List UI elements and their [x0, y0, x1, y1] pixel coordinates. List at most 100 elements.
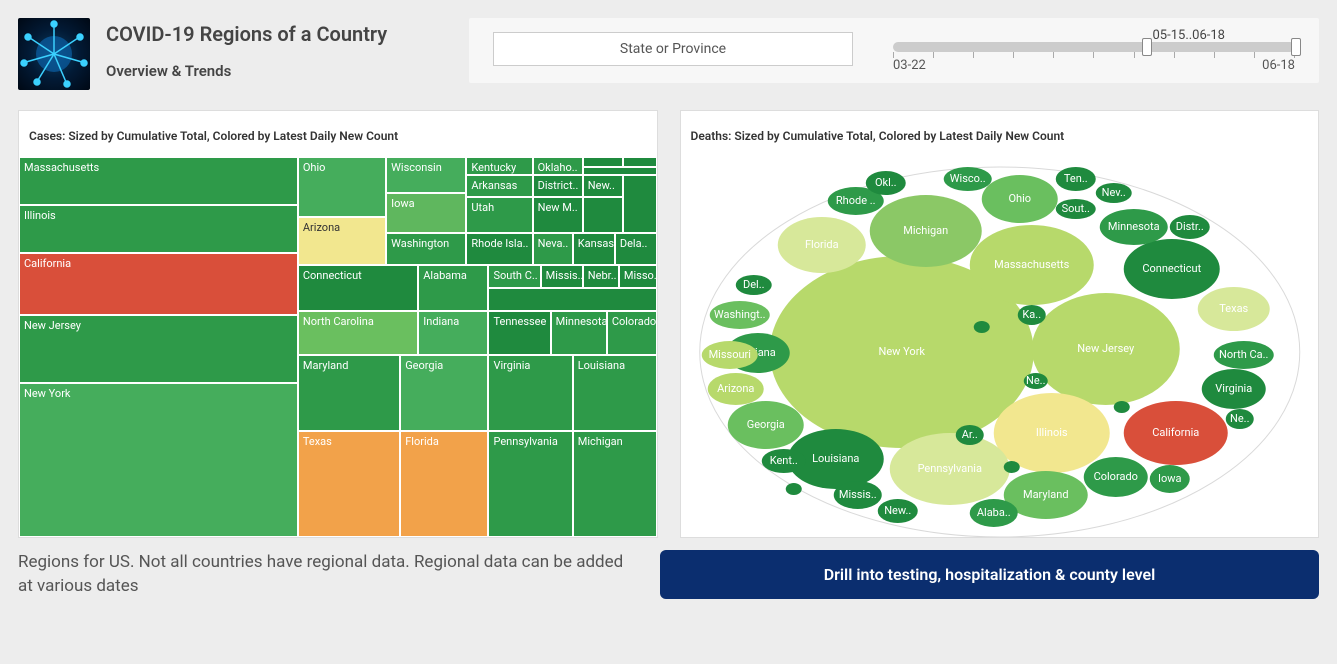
bubble[interactable]: New..: [877, 499, 917, 523]
treemap-cell[interactable]: New York: [19, 383, 298, 537]
date-slider[interactable]: 05-15..06-18 03-22 06-18: [893, 32, 1295, 73]
bubble[interactable]: Minnesota: [1099, 209, 1167, 245]
header-bar: COVID-19 Regions of a Country Overview &…: [0, 0, 1337, 100]
drill-button-label: Drill into testing, hospitalization & co…: [824, 565, 1156, 584]
bubble[interactable]: Washingt..: [709, 301, 769, 329]
treemap-cell[interactable]: California: [19, 253, 298, 315]
treemap-cell[interactable]: Tennessee: [488, 311, 550, 355]
bubble[interactable]: Virginia: [1201, 369, 1265, 409]
bubble[interactable]: [785, 483, 801, 495]
treemap-cell[interactable]: South C..: [488, 265, 540, 288]
treemap-cell[interactable]: Massachusetts: [19, 157, 298, 205]
bubble[interactable]: [973, 321, 989, 333]
treemap-cell[interactable]: Texas: [298, 431, 400, 537]
treemap-cell[interactable]: [583, 197, 623, 233]
bubble[interactable]: Ne..: [1225, 409, 1253, 429]
treemap-cell[interactable]: [488, 288, 657, 311]
bubble[interactable]: Missouri: [701, 341, 757, 369]
bubble[interactable]: Texas: [1197, 287, 1269, 331]
treemap-cell[interactable]: Kentucky: [466, 157, 532, 175]
bubble[interactable]: New Jersey: [1031, 293, 1179, 405]
bubble[interactable]: Distr..: [1169, 215, 1209, 239]
treemap-cell[interactable]: [623, 175, 657, 233]
treemap-cell[interactable]: Pennsylvania: [488, 431, 572, 537]
bubble[interactable]: Alaba..: [969, 499, 1017, 527]
treemap-cell[interactable]: Wisconsin: [386, 157, 466, 193]
bubble[interactable]: [1003, 461, 1019, 473]
bubble[interactable]: Missis..: [833, 481, 881, 509]
treemap-cell[interactable]: Ohio: [298, 157, 386, 217]
bubble[interactable]: Iowa: [1149, 465, 1189, 493]
bubble[interactable]: Arizona: [707, 373, 763, 405]
bubble[interactable]: Massachusetts: [969, 225, 1093, 305]
deaths-bubble-chart[interactable]: New YorkNew JerseyMassachusettsMichiganO…: [681, 157, 1319, 537]
slider-labels: 03-22 06-18: [893, 58, 1295, 73]
treemap-cell[interactable]: Kansas: [573, 233, 615, 265]
bubble[interactable]: Kent..: [761, 449, 805, 473]
treemap-cell[interactable]: New Jersey: [19, 315, 298, 383]
treemap-cell[interactable]: Illinois: [19, 205, 298, 253]
footer-text: Regions for US. Not all countries have r…: [18, 551, 638, 599]
treemap-cell[interactable]: Michigan: [573, 431, 657, 537]
treemap-cell[interactable]: District..: [533, 175, 583, 197]
treemap-cell[interactable]: Dela..: [615, 233, 657, 265]
bubble[interactable]: [1113, 401, 1129, 413]
slider-track[interactable]: [893, 42, 1295, 52]
state-select[interactable]: State or Province: [493, 32, 853, 66]
treemap-cell[interactable]: Georgia: [400, 355, 488, 431]
bubble[interactable]: Sout..: [1055, 199, 1095, 219]
treemap-cell[interactable]: Oklaho..: [533, 157, 583, 175]
deaths-title: Deaths: Sized by Cumulative Total, Color…: [681, 111, 1319, 157]
treemap-cell[interactable]: Minnesota: [551, 311, 607, 355]
slider-handle-start[interactable]: [1142, 38, 1152, 56]
treemap-cell[interactable]: Alabama: [418, 265, 488, 311]
treemap-cell[interactable]: [623, 157, 657, 167]
treemap-cell[interactable]: Virginia: [488, 355, 572, 431]
bubble[interactable]: Ne..: [1023, 373, 1047, 389]
bubble[interactable]: Ohio: [981, 175, 1057, 223]
treemap-cell[interactable]: Rhode Isla..: [466, 233, 532, 265]
cases-treemap[interactable]: MassachusettsIllinoisCaliforniaNew Jerse…: [19, 157, 657, 537]
bubble[interactable]: Nev..: [1095, 183, 1131, 203]
treemap-cell[interactable]: Washington: [386, 233, 466, 265]
bubble[interactable]: Illinois: [993, 393, 1109, 473]
slider-ticks: [893, 52, 1295, 60]
treemap-cell[interactable]: Iowa: [386, 193, 466, 233]
treemap-cell[interactable]: New M..: [533, 197, 583, 233]
treemap-cell[interactable]: Florida: [400, 431, 488, 537]
bubble[interactable]: Wisco..: [943, 167, 991, 191]
bubble[interactable]: Florida: [777, 217, 865, 273]
treemap-cell[interactable]: [583, 167, 657, 175]
bubble[interactable]: North Ca..: [1213, 341, 1273, 369]
bubble[interactable]: Michigan: [869, 195, 981, 267]
treemap-cell[interactable]: Connecticut: [298, 265, 418, 311]
treemap-cell[interactable]: North Carolina: [298, 311, 418, 355]
slider-handle-end[interactable]: [1291, 38, 1301, 56]
bubble[interactable]: Del..: [735, 275, 771, 295]
drill-button[interactable]: Drill into testing, hospitalization & co…: [660, 550, 1319, 599]
bubble[interactable]: Ten..: [1055, 167, 1095, 191]
treemap-cell[interactable]: Utah: [466, 197, 532, 233]
treemap-cell[interactable]: New..: [583, 175, 623, 197]
treemap-cell[interactable]: Neva..: [533, 233, 573, 265]
treemap-cell[interactable]: Misso..: [619, 265, 657, 288]
bubble[interactable]: Ka..: [1017, 305, 1045, 325]
page-title: COVID-19 Regions of a Country: [106, 22, 387, 46]
treemap-cell[interactable]: Nebr..: [583, 265, 619, 288]
treemap-cell[interactable]: Arizona: [298, 217, 386, 265]
bubble[interactable]: Connecticut: [1123, 239, 1219, 299]
bubble[interactable]: Ar..: [955, 425, 983, 445]
treemap-cell[interactable]: Missis..: [541, 265, 583, 288]
treemap-cell[interactable]: Indiana: [418, 311, 488, 355]
treemap-cell[interactable]: [583, 157, 623, 167]
bubble[interactable]: Pennsylvania: [889, 433, 1009, 505]
treemap-cell[interactable]: Louisiana: [573, 355, 657, 431]
bubble[interactable]: Colorado: [1083, 457, 1147, 497]
bubble[interactable]: Georgia: [727, 401, 803, 449]
treemap-cell[interactable]: Colorado: [607, 311, 657, 355]
bubble[interactable]: Okl..: [865, 171, 905, 195]
treemap-cell[interactable]: Maryland: [298, 355, 400, 431]
treemap-cell[interactable]: Arkansas: [466, 175, 532, 197]
charts-row: Cases: Sized by Cumulative Total, Colore…: [0, 100, 1337, 546]
bubble[interactable]: California: [1123, 401, 1227, 465]
